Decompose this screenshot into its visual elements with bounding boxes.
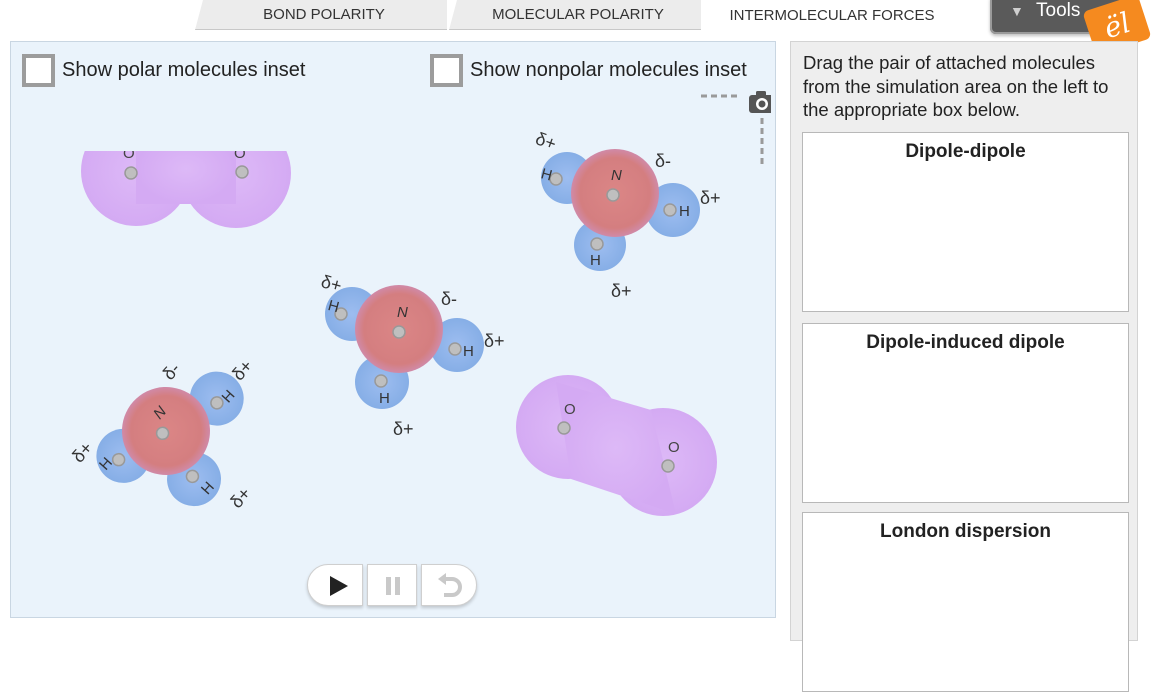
tab-intermolecular-forces[interactable]: INTERMOLECULAR FORCES (703, 0, 955, 30)
drop-box-title: London dispersion (880, 521, 1051, 542)
delta-plus-label: δ+ (226, 483, 255, 512)
atom-label-h: H (463, 343, 474, 360)
tab-label: MOLECULAR POLARITY (492, 6, 664, 23)
drop-box-dipole-dipole[interactable]: Dipole-dipole (802, 132, 1129, 312)
checkbox-label: Show nonpolar molecules inset (470, 58, 747, 81)
reset-icon (438, 573, 462, 597)
tools-label: Tools (1036, 0, 1081, 21)
atom-label-h: H (379, 390, 390, 407)
atom-label-n: N (397, 304, 408, 321)
checkbox-box[interactable] (430, 53, 463, 87)
delta-plus-label: δ+ (611, 281, 632, 301)
drop-box-title: Dipole-induced dipole (866, 332, 1065, 353)
atom-label-o: O (564, 401, 576, 418)
atom-label-h: H (326, 297, 341, 316)
instructions-text: Drag the pair of attached molecules from… (803, 52, 1109, 120)
drop-box-title: Dipole-dipole (905, 141, 1026, 162)
delta-minus-label: δ- (655, 151, 671, 171)
playback-controls (307, 564, 479, 608)
atom-label-o: O (234, 145, 246, 162)
atom-label-h: H (679, 203, 690, 220)
checkbox-box[interactable] (22, 53, 55, 87)
checkbox-label: Show polar molecules inset (62, 58, 306, 81)
tab-label: INTERMOLECULAR FORCES (729, 6, 935, 24)
delta-plus-label: δ+ (393, 419, 414, 439)
show-polar-inset-checkbox[interactable]: Show polar molecules inset (22, 52, 305, 88)
pause-button[interactable] (367, 564, 417, 606)
tab-bond-polarity[interactable]: BOND POLARITY (195, 0, 447, 30)
simulation-area: O O N H H H δ- δ+ δ+ δ+ (10, 41, 776, 618)
tab-bar: BOND POLARITY MOLECULAR POLARITY INTERMO… (0, 0, 1153, 30)
delta-minus-label: δ- (159, 359, 185, 384)
drop-box-london-dispersion[interactable]: London dispersion (802, 512, 1129, 692)
molecule-canvas: O O N H H H δ- δ+ δ+ δ+ (68, 116, 721, 566)
atom-label-h: H (539, 165, 554, 184)
ammonia-molecule-center[interactable]: N H H H δ- δ+ δ+ δ+ (319, 271, 505, 439)
delta-plus-label: δ+ (68, 438, 97, 467)
delta-minus-label: δ- (441, 289, 457, 309)
answer-panel: Drag the pair of attached molecules from… (790, 41, 1138, 692)
tab-label: BOND POLARITY (263, 6, 385, 23)
atom-label-n: N (611, 167, 622, 184)
drop-box-dipole-induced-dipole[interactable]: Dipole-induced dipole (802, 323, 1129, 503)
show-nonpolar-inset-checkbox[interactable]: Show nonpolar molecules inset (430, 52, 747, 88)
ammonia-molecule-top-right[interactable]: N H H H δ- δ+ δ+ δ+ (533, 128, 721, 301)
tab-molecular-polarity[interactable]: MOLECULAR POLARITY (449, 0, 701, 30)
oxygen-molecule-bottom-right[interactable]: O O (516, 375, 717, 516)
delta-plus-label: δ+ (484, 331, 505, 351)
delta-plus-label: δ+ (700, 188, 721, 208)
play-button[interactable] (307, 564, 363, 606)
oxygen-molecule-top[interactable]: O O (81, 116, 291, 228)
reset-button[interactable] (421, 564, 477, 606)
pause-icon (386, 577, 400, 595)
triangle-down-icon: ▼ (1010, 3, 1024, 19)
delta-plus-label: δ+ (533, 128, 559, 154)
atom-label-o: O (123, 145, 135, 162)
atom-label-o: O (668, 439, 680, 456)
camera-icon[interactable] (701, 88, 771, 168)
play-icon (330, 576, 348, 596)
atom-label-h: H (590, 252, 601, 269)
ammonia-molecule-bottom-left[interactable]: N H H H δ- δ+ δ+ δ+ (68, 313, 319, 566)
